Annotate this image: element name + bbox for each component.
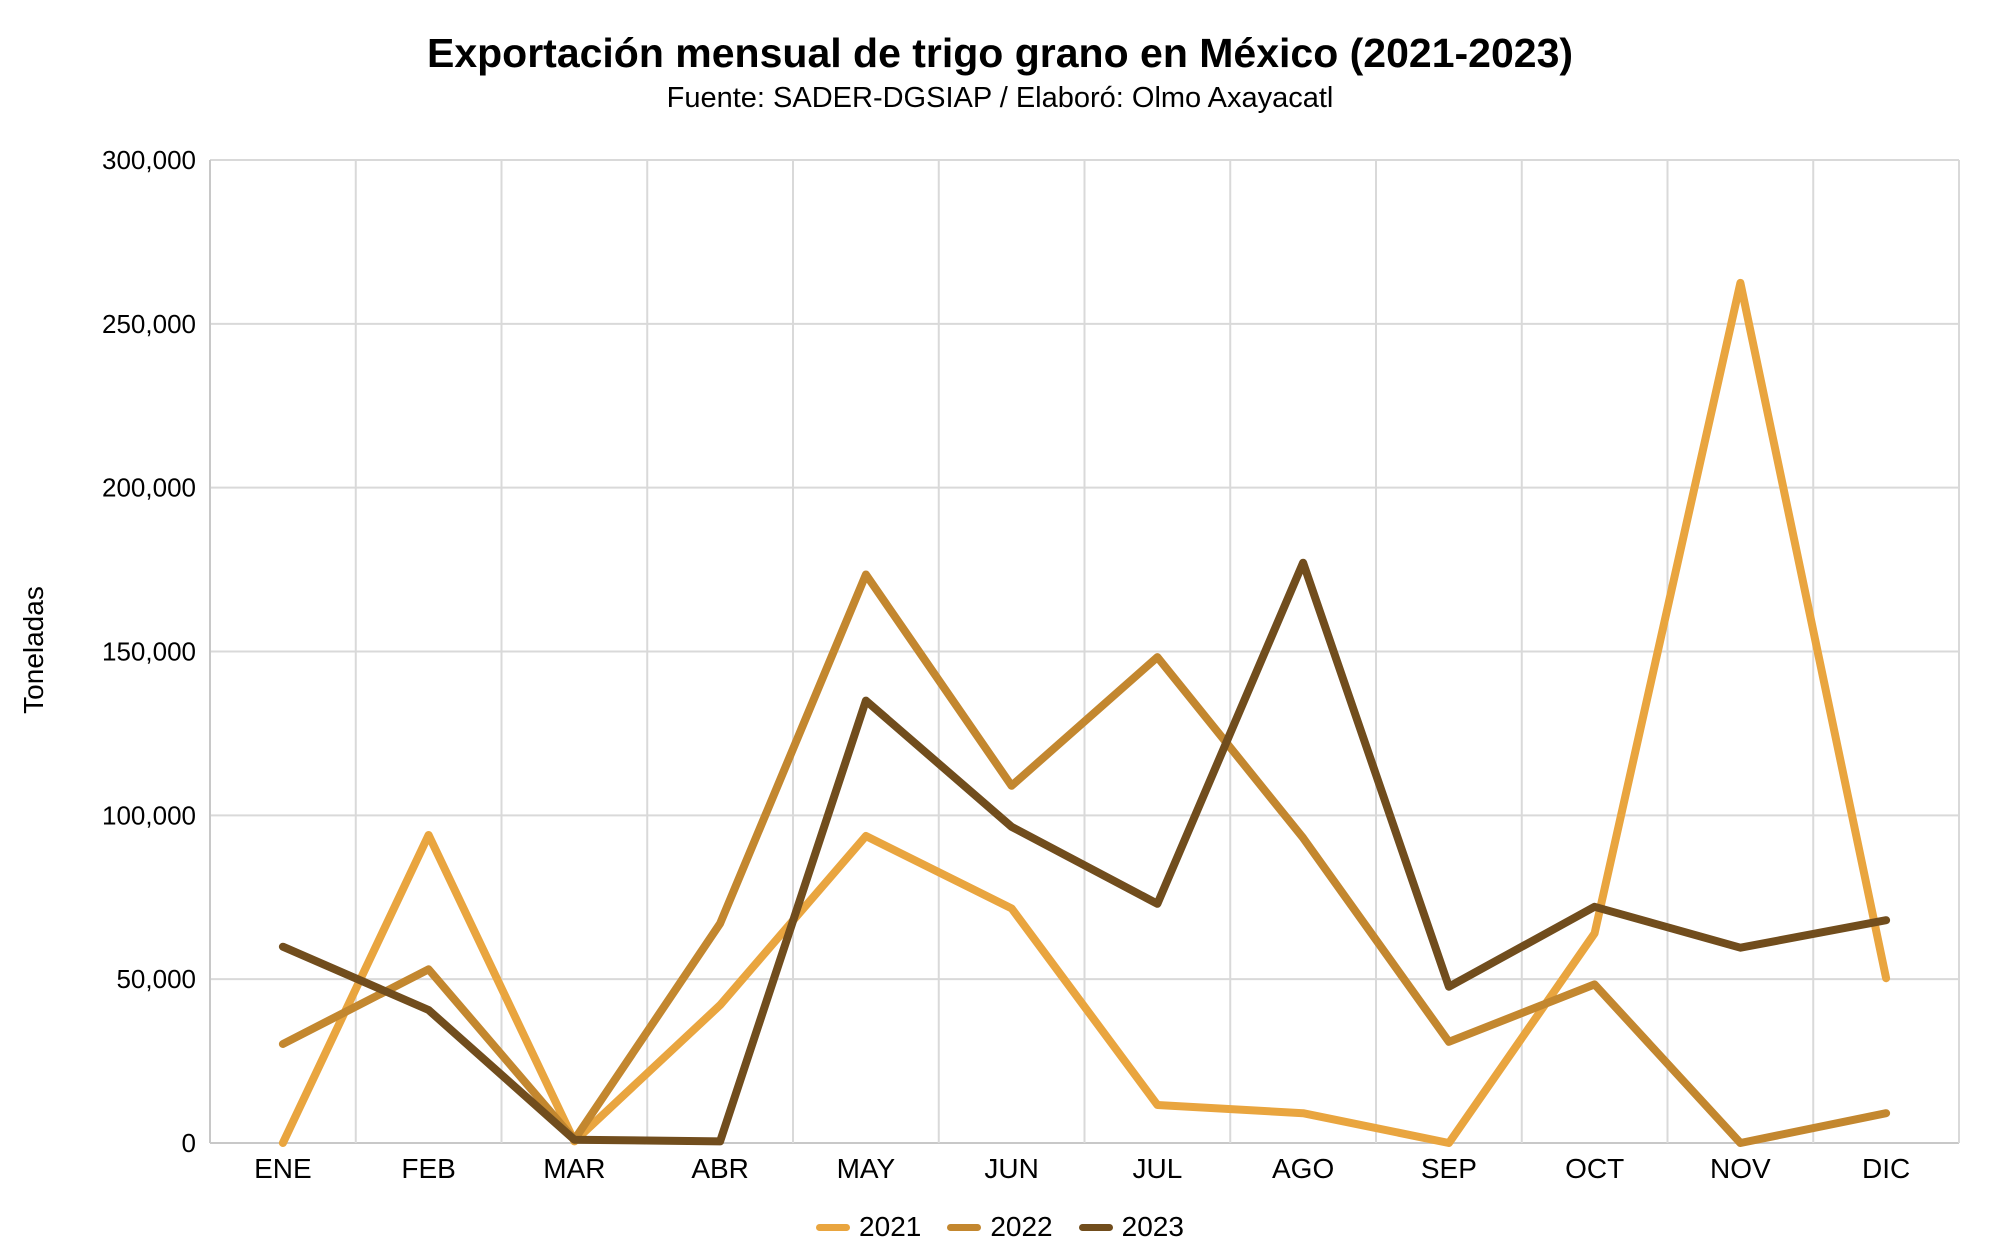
y-tick-label: 300,000 <box>102 145 196 175</box>
y-tick-label: 50,000 <box>116 964 196 994</box>
x-tick-label: NOV <box>1710 1153 1771 1184</box>
y-tick-label: 150,000 <box>102 637 196 667</box>
legend-item-2022: 2022 <box>947 1211 1053 1243</box>
legend-item-2023: 2023 <box>1078 1211 1184 1243</box>
legend-label-2023: 2023 <box>1121 1211 1184 1242</box>
y-tick-label: 100,000 <box>102 800 196 830</box>
x-tick-label: JUL <box>1132 1153 1182 1184</box>
y-tick-label: 250,000 <box>102 309 196 339</box>
series-line-2021 <box>278 278 1891 1147</box>
legend-item-2021: 2021 <box>816 1211 921 1243</box>
x-tick-label: MAY <box>837 1153 896 1184</box>
legend-swatch-2023 <box>1078 1223 1113 1231</box>
y-tick-label: 200,000 <box>102 473 196 503</box>
legend-swatch-2021 <box>816 1223 851 1231</box>
x-tick-label: DIC <box>1862 1153 1910 1184</box>
series-line-2022 <box>278 570 1891 1147</box>
y-tick-label: 0 <box>182 1128 196 1158</box>
x-tick-label: AGO <box>1272 1153 1334 1184</box>
legend-label-2022: 2022 <box>990 1211 1053 1242</box>
legend: 2021 2022 2023 <box>0 1211 2000 1243</box>
x-tick-label: OCT <box>1565 1153 1624 1184</box>
x-tick-label: JUN <box>984 1153 1038 1184</box>
legend-swatch-2022 <box>947 1223 982 1231</box>
x-tick-label: SEP <box>1421 1153 1477 1184</box>
x-tick-label: ABR <box>691 1153 749 1184</box>
x-tick-label: MAR <box>543 1153 605 1184</box>
legend-label-2021: 2021 <box>859 1211 922 1242</box>
x-tick-label: ENE <box>254 1153 312 1184</box>
x-tick-label: FEB <box>401 1153 455 1184</box>
series-line-2023 <box>278 558 1891 1146</box>
chart-subtitle: Fuente: SADER-DGSIAP / Elaboró: Olmo Axa… <box>666 82 1334 114</box>
chart-title: Exportación mensual de trigo grano en Mé… <box>426 30 1574 76</box>
